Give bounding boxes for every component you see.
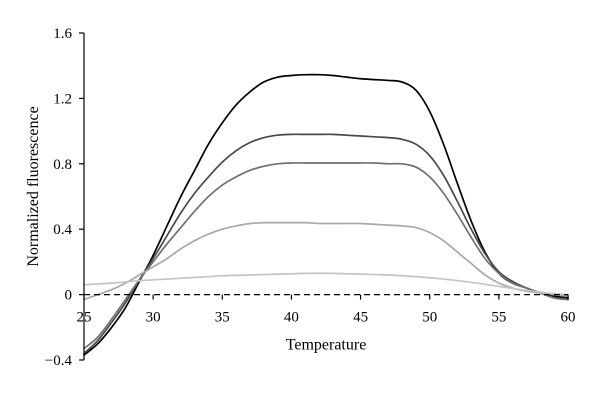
series-line-5 [83, 272, 569, 296]
y-tick-label: 0.4 [53, 222, 72, 238]
series-line-3 [83, 162, 569, 350]
x-tick-label: 50 [422, 310, 437, 326]
y-tick-label: 1.6 [53, 26, 72, 42]
series-layer [83, 73, 569, 356]
x-tick-label: 55 [491, 310, 506, 326]
y-tick-label: 1.2 [53, 91, 72, 107]
x-tick-label: 35 [215, 310, 230, 326]
series-line-2 [83, 133, 569, 355]
x-tick-label: 60 [561, 310, 576, 326]
ticks-layer: −0.4 0 0.4 0.8 1.2 1.6 25 30 35 40 45 50 55 60 [45, 26, 576, 369]
x-axis-title: Temperature [286, 337, 367, 354]
y-tick-label: 0 [65, 288, 73, 304]
y-axis-title: Normalized fluorescence [25, 106, 42, 266]
series-line-4 [83, 221, 569, 301]
y-tick-label: −0.4 [45, 353, 73, 369]
x-tick-label: 30 [146, 310, 161, 326]
x-tick-label: 25 [77, 310, 92, 326]
x-tick-label: 40 [284, 310, 299, 326]
x-tick-label: 45 [353, 310, 368, 326]
y-tick-label: 0.8 [53, 157, 72, 173]
